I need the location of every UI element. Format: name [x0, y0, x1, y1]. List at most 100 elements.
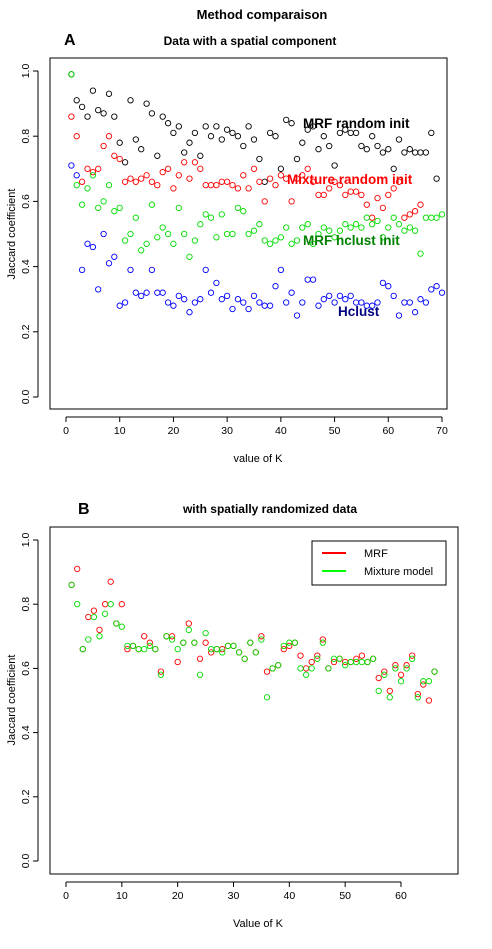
data-point-black — [380, 150, 385, 155]
panel-b-letter: B — [78, 501, 90, 518]
data-point-green — [267, 241, 272, 246]
data-point-black — [74, 98, 79, 103]
data-point-green — [259, 637, 264, 642]
data-point-blue — [267, 303, 272, 308]
data-point-red — [343, 192, 348, 197]
data-point-green — [284, 225, 289, 230]
x-tick-label: 60 — [382, 425, 394, 437]
data-point-black — [321, 134, 326, 139]
data-point-green — [235, 205, 240, 210]
data-point-green — [147, 643, 152, 648]
data-point-red — [176, 173, 181, 178]
panel-b-x-label: Value of K — [233, 918, 284, 930]
data-point-green — [375, 218, 380, 223]
data-point-green — [278, 235, 283, 240]
data-point-green — [276, 663, 281, 668]
data-point-blue — [343, 297, 348, 302]
data-point-green — [149, 202, 154, 207]
data-point-red — [186, 621, 191, 626]
data-point-green — [203, 630, 208, 635]
data-point-green — [198, 222, 203, 227]
data-point-blue — [246, 306, 251, 311]
data-point-black — [267, 130, 272, 135]
data-point-black — [90, 88, 95, 93]
data-point-red — [122, 179, 127, 184]
data-point-black — [273, 134, 278, 139]
data-point-red — [144, 173, 149, 178]
data-point-green — [114, 621, 119, 626]
x-tick-label: 40 — [283, 890, 295, 902]
data-point-blue — [396, 313, 401, 318]
data-point-blue — [332, 300, 337, 305]
data-point-blue — [139, 293, 144, 298]
data-point-blue — [305, 277, 310, 282]
data-point-green — [142, 646, 147, 651]
data-point-green — [398, 679, 403, 684]
data-point-blue — [316, 303, 321, 308]
data-point-blue — [112, 254, 117, 259]
data-point-black — [96, 107, 101, 112]
data-point-green — [214, 235, 219, 240]
data-point-green — [102, 611, 107, 616]
data-point-green — [231, 643, 236, 648]
data-point-black — [316, 147, 321, 152]
data-point-blue — [198, 297, 203, 302]
data-point-red — [407, 212, 412, 217]
data-point-blue — [149, 267, 154, 272]
data-point-black — [112, 114, 117, 119]
data-point-black — [391, 166, 396, 171]
panel-b-title: with spatially randomized data — [182, 502, 357, 516]
data-point-blue — [289, 290, 294, 295]
y-tick-label: 0.2 — [20, 324, 32, 339]
data-point-red — [208, 182, 213, 187]
data-point-green — [164, 634, 169, 639]
data-point-black — [171, 130, 176, 135]
panel-a-x-label: value of K — [234, 453, 284, 465]
data-point-blue — [171, 303, 176, 308]
data-point-red — [117, 156, 122, 161]
data-point-green — [197, 672, 202, 677]
data-point-green — [418, 251, 423, 256]
data-point-green — [79, 202, 84, 207]
data-point-green — [91, 614, 96, 619]
data-point-black — [133, 137, 138, 142]
panel-b-legend: MRF Mixture model — [312, 541, 446, 585]
data-point-red — [74, 134, 79, 139]
data-point-red — [375, 195, 380, 200]
data-point-green — [343, 663, 348, 668]
data-point-green — [144, 241, 149, 246]
y-tick-label: 0.0 — [20, 854, 32, 869]
data-point-red — [108, 579, 113, 584]
data-point-green — [122, 238, 127, 243]
data-point-red — [142, 634, 147, 639]
panel-b-x-axis: 0 10 20 30 40 50 60 — [63, 882, 407, 902]
data-point-black — [176, 124, 181, 129]
data-point-green — [407, 225, 412, 230]
data-point-red — [101, 143, 106, 148]
panel-a-title: Data with a spatial component — [164, 34, 337, 48]
data-point-green — [382, 672, 387, 677]
data-point-black — [332, 163, 337, 168]
data-point-green — [370, 656, 375, 661]
data-point-green — [158, 672, 163, 677]
data-point-green — [80, 646, 85, 651]
data-point-red — [96, 166, 101, 171]
data-point-green — [402, 228, 407, 233]
data-point-blue — [423, 300, 428, 305]
data-point-blue — [380, 280, 385, 285]
data-point-green — [429, 215, 434, 220]
data-point-red — [267, 176, 272, 181]
data-point-red — [289, 199, 294, 204]
data-point-black — [101, 111, 106, 116]
data-point-green — [101, 199, 106, 204]
panel-b-y-label: Jaccard coefficient — [6, 655, 18, 746]
data-point-green — [354, 659, 359, 664]
data-point-green — [326, 666, 331, 671]
x-tick-label: 20 — [168, 425, 180, 437]
data-point-green — [321, 225, 326, 230]
data-point-green — [320, 640, 325, 645]
data-point-red — [359, 192, 364, 197]
x-tick-label: 0 — [63, 890, 69, 902]
data-point-black — [418, 150, 423, 155]
